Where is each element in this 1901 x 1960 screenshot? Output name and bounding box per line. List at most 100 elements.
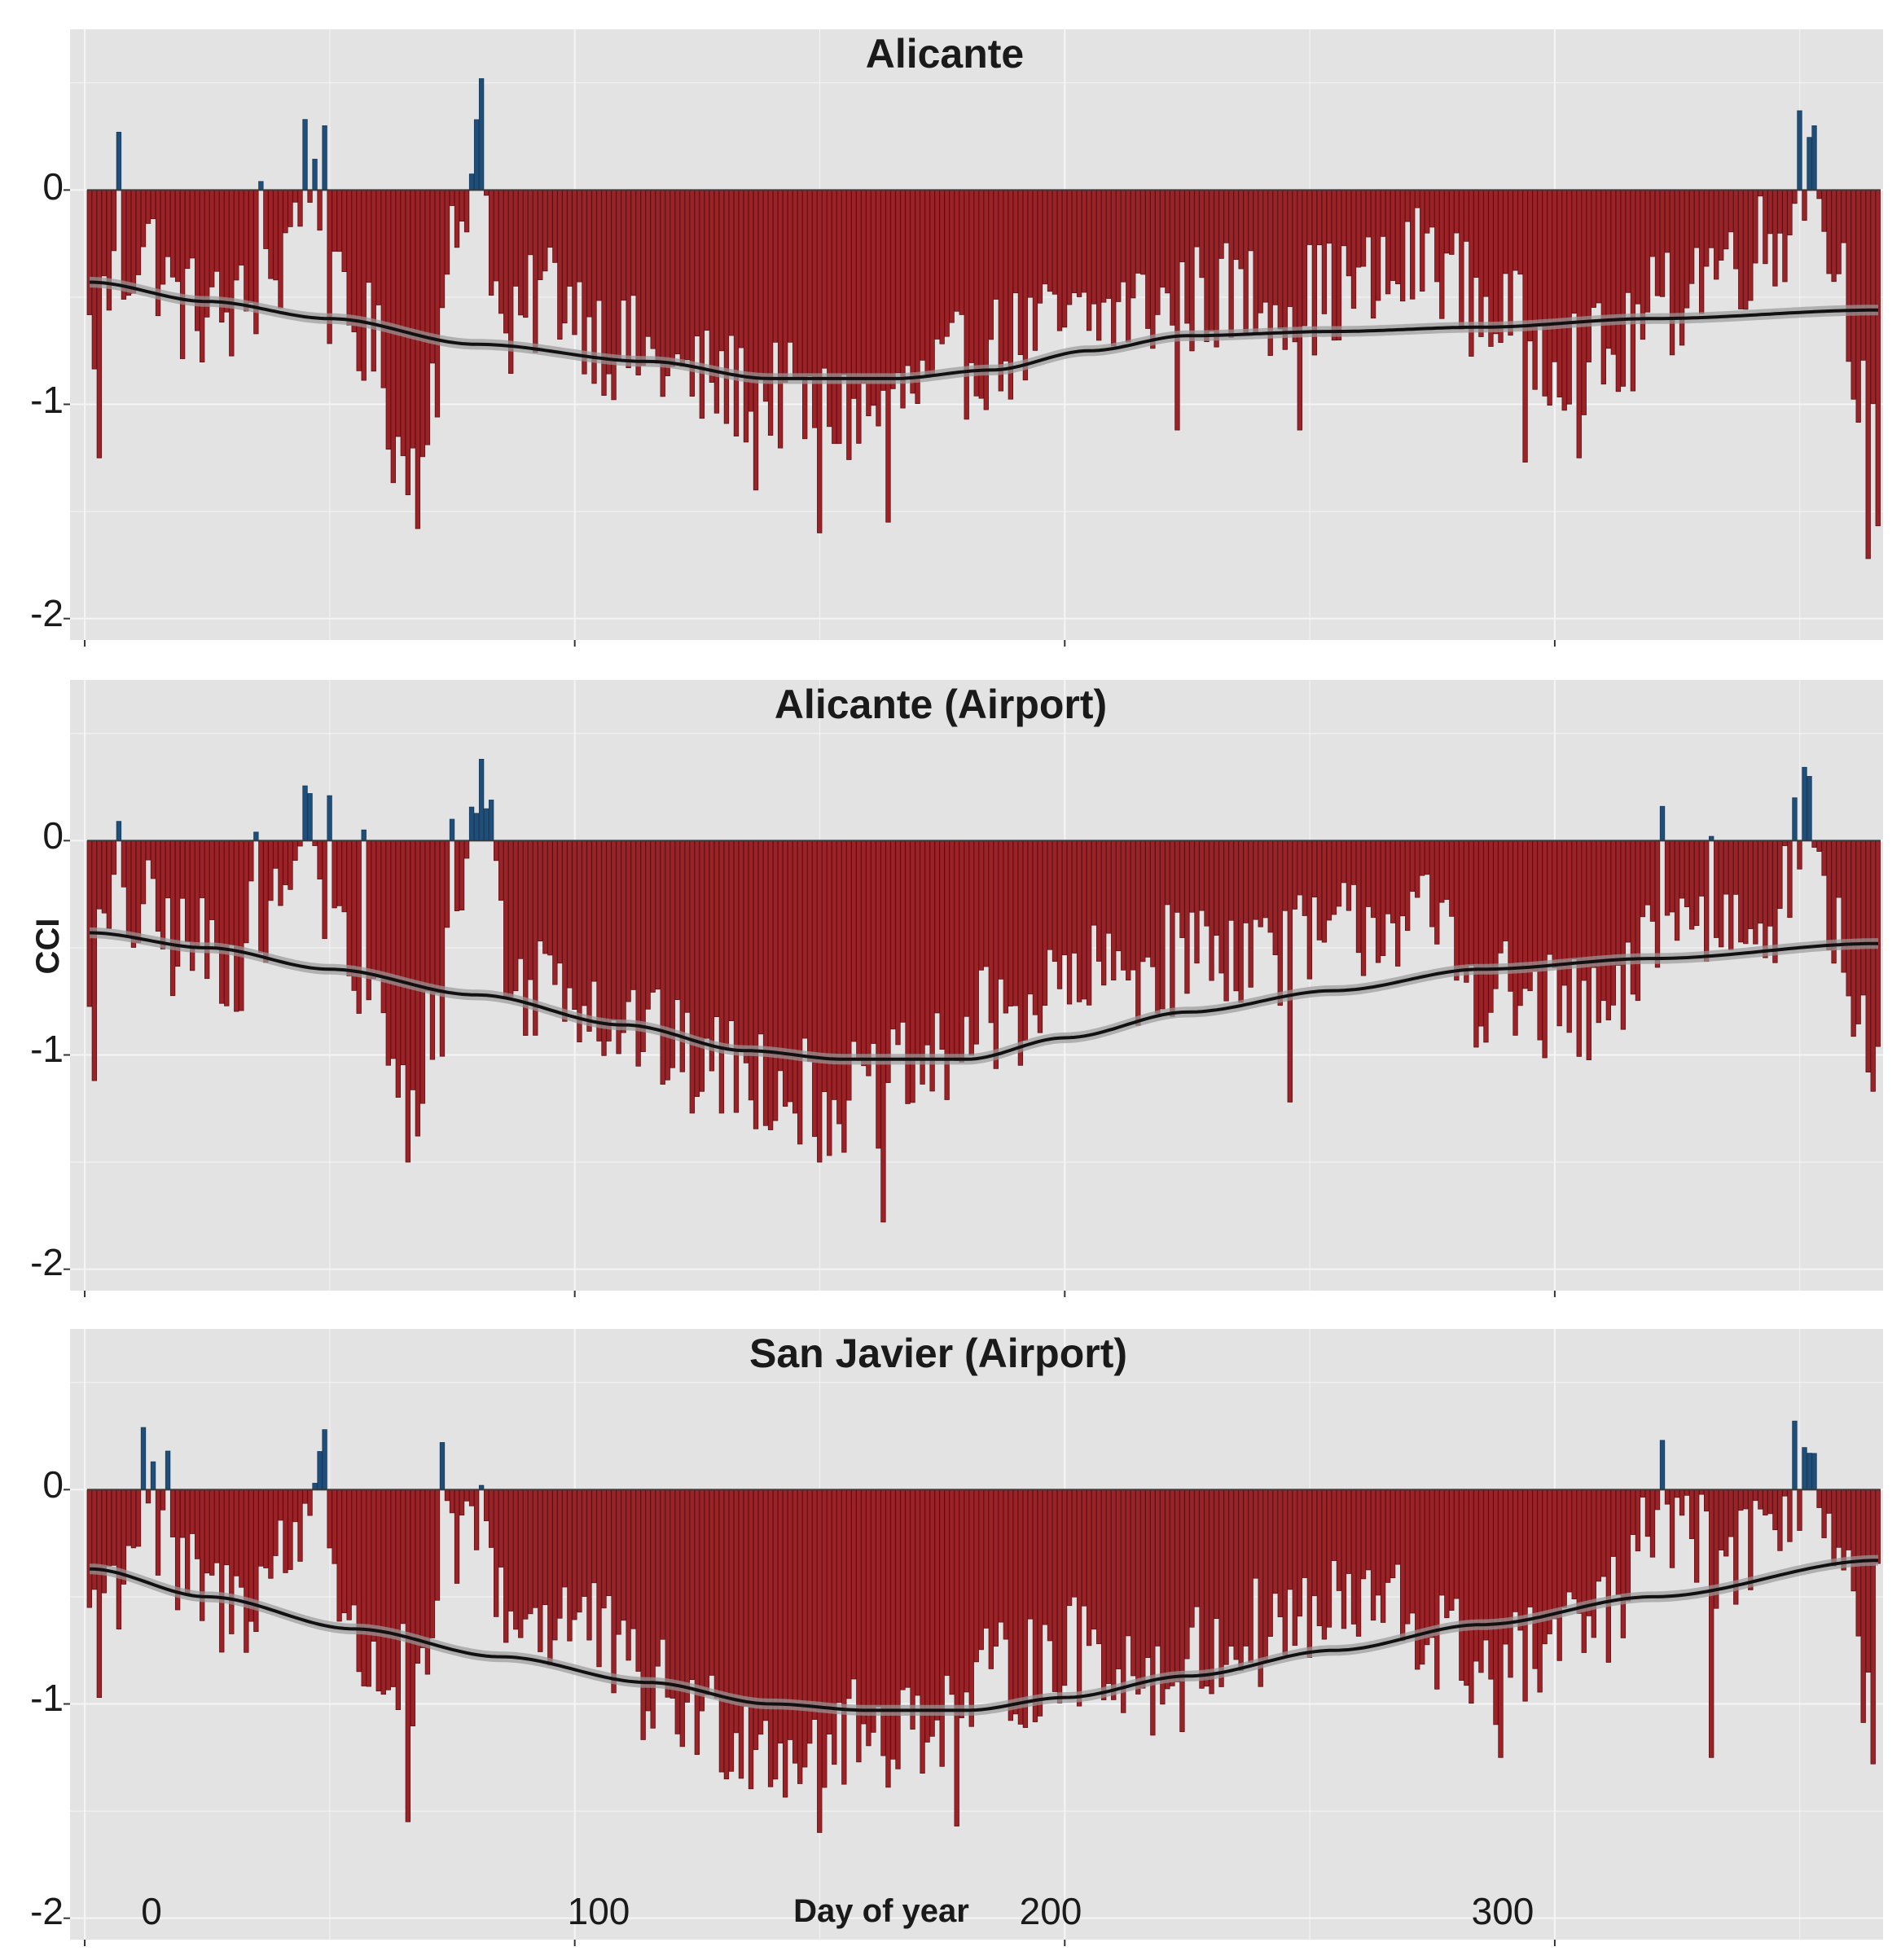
bar-day-116 [650, 840, 656, 993]
bar-day-279 [1449, 1489, 1455, 1611]
bar-day-105 [596, 189, 602, 301]
bar-day-142 [777, 840, 784, 1072]
bar-day-349 [1792, 1420, 1798, 1490]
bar-day-338 [1738, 840, 1744, 943]
bar-day-332 [1709, 1489, 1714, 1758]
bar-day-269 [1400, 840, 1406, 917]
bar-day-65 [400, 1489, 406, 1625]
bar-day-230 [1209, 1489, 1214, 1695]
bar-day-362 [1855, 840, 1861, 1024]
bar-day-49 [322, 125, 327, 191]
bar-day-236 [1238, 1489, 1244, 1671]
bar-day-296 [1532, 1489, 1538, 1669]
bar-day-71 [429, 1489, 436, 1638]
bar-day-84 [494, 840, 499, 862]
bar-day-77 [459, 189, 465, 222]
bar-day-76 [454, 189, 460, 248]
bar-day-59 [371, 189, 376, 372]
bar-day-300 [1552, 1489, 1557, 1620]
bar-day-69 [419, 189, 426, 458]
bar-day-244 [1277, 189, 1283, 330]
bar-day-23 [195, 840, 200, 949]
bar-day-270 [1405, 189, 1411, 222]
bar-day-98 [562, 189, 568, 324]
bar-day-129 [713, 189, 720, 414]
bar-day-195 [1037, 1489, 1043, 1717]
bar-day-283 [1469, 840, 1474, 966]
bar-day-37 [263, 189, 269, 249]
bar-day-110 [621, 189, 626, 301]
bar-day-43 [292, 189, 298, 203]
bar-day-210 [1111, 1489, 1117, 1700]
bar-day-211 [1116, 1489, 1122, 1669]
bar-day-48 [317, 189, 323, 231]
bar-day-212 [1121, 840, 1126, 971]
bar-day-363 [1860, 1489, 1866, 1723]
bar-day-274 [1425, 189, 1430, 234]
bar-day-147 [802, 1489, 808, 1768]
bar-day-49 [322, 840, 327, 940]
bar-day-90 [523, 1489, 529, 1620]
bar-day-189 [1008, 840, 1014, 1006]
bar-day-286 [1483, 189, 1489, 297]
bar-day-41 [283, 1489, 288, 1573]
bar-day-102 [582, 840, 587, 1006]
bar-day-201 [1066, 840, 1073, 1005]
bar-day-27 [214, 189, 220, 272]
bar-day-117 [655, 1489, 661, 1667]
bar-day-51 [331, 840, 337, 909]
bar-day-156 [846, 189, 852, 460]
bar-day-143 [782, 189, 788, 383]
bar-day-231 [1214, 840, 1219, 936]
bar-day-244 [1277, 840, 1283, 1006]
bar-day-171 [920, 840, 925, 1085]
bar-day-206 [1091, 189, 1097, 305]
bar-day-203 [1076, 840, 1082, 1002]
bar-day-62 [385, 840, 391, 1066]
bar-day-108 [611, 189, 617, 401]
bar-day-39 [273, 189, 279, 281]
bar-day-240 [1258, 840, 1263, 927]
bar-day-360 [1846, 189, 1851, 362]
bar-day-355 [1821, 189, 1827, 232]
bar-day-83 [488, 1489, 494, 1548]
bar-day-320 [1649, 189, 1656, 257]
bar-day-67 [410, 189, 416, 449]
bar-day-341 [1753, 840, 1758, 945]
bar-day-317 [1635, 189, 1641, 305]
bar-day-131 [723, 189, 730, 424]
bar-day-247 [1292, 840, 1297, 910]
bar-day-282 [1464, 189, 1469, 242]
bar-day-125 [694, 840, 700, 1098]
bar-day-307 [1586, 189, 1591, 362]
bar-day-261 [1360, 189, 1367, 267]
bar-day-82 [483, 1489, 490, 1522]
bar-day-359 [1841, 840, 1846, 973]
bar-day-41 [283, 840, 288, 885]
bar-day-74 [444, 840, 450, 928]
bar-day-288 [1493, 189, 1499, 335]
bar-day-220 [1160, 840, 1166, 1010]
bar-day-174 [934, 1489, 940, 1721]
bar-day-246 [1287, 840, 1293, 1103]
bar-day-279 [1449, 840, 1455, 917]
bar-day-75 [449, 818, 455, 841]
bar-day-114 [640, 840, 646, 1052]
bar-day-303 [1566, 1489, 1572, 1593]
bar-day-29 [224, 189, 230, 313]
bar-day-322 [1659, 1440, 1666, 1490]
bar-day-45 [302, 119, 308, 191]
bar-day-97 [557, 189, 563, 340]
bar-day-203 [1076, 189, 1082, 297]
bar-day-87 [508, 1489, 514, 1611]
bar-day-219 [1155, 1489, 1161, 1646]
bar-day-320 [1649, 1489, 1656, 1558]
bar-day-291 [1508, 189, 1513, 336]
bar-day-352 [1807, 1453, 1812, 1490]
bar-day-347 [1782, 189, 1788, 283]
bar-day-267 [1390, 1489, 1396, 1579]
bar-day-195 [1037, 189, 1043, 304]
bar-day-200 [1061, 189, 1068, 328]
bar-day-202 [1071, 840, 1078, 954]
bar-day-27 [214, 840, 220, 948]
